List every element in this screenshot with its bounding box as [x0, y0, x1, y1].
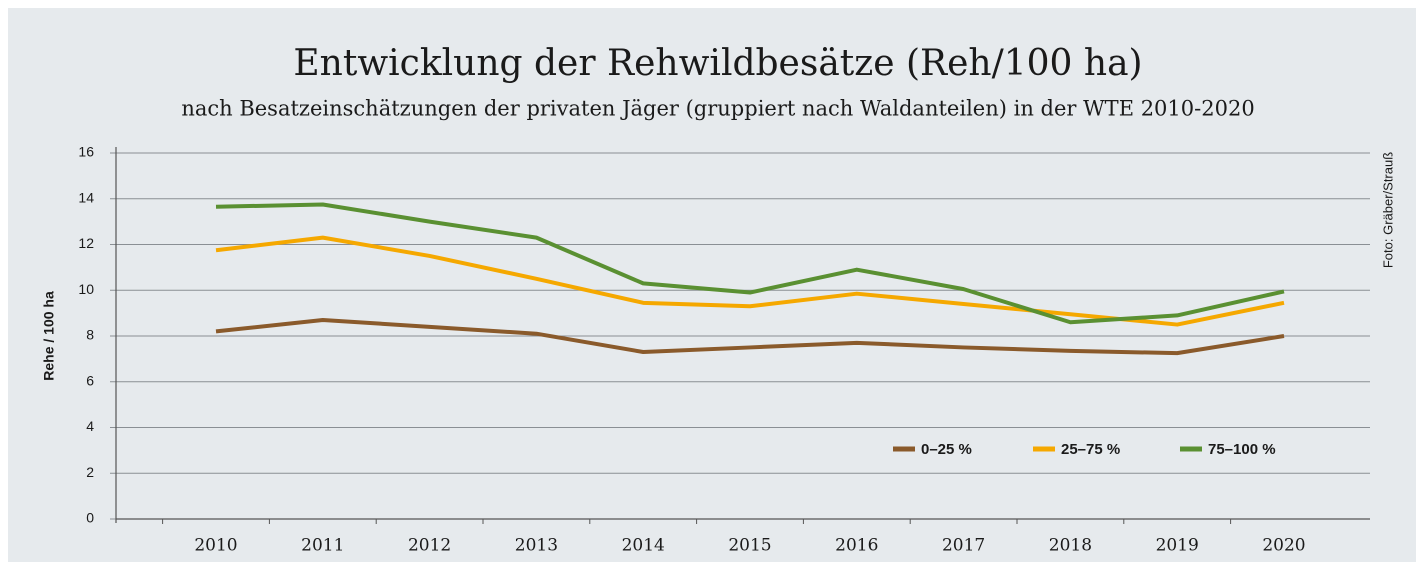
legend-label: 25–75 %: [1061, 441, 1120, 458]
x-tick-label: 2020: [1262, 536, 1305, 556]
x-tick-label: 2015: [728, 536, 771, 556]
legend-label: 0–25 %: [921, 441, 972, 458]
line-series: [215, 317, 1285, 356]
y-tick-label: 6: [86, 372, 94, 388]
chart-subtitle: nach Besatzeinschätzungen der privaten J…: [181, 97, 1254, 121]
chart-title: Entwicklung der Rehwildbesätze (Reh/100 …: [293, 43, 1142, 84]
x-tick-label: 2017: [942, 536, 985, 556]
y-tick-label: 16: [78, 144, 94, 160]
legend-label: 75–100 %: [1208, 441, 1276, 458]
x-tick-label: 2011: [301, 536, 344, 556]
credit: Foto: Gräber/Strauß: [1380, 152, 1395, 268]
y-tick-label: 12: [78, 235, 94, 251]
x-tick-label: 2014: [622, 536, 665, 556]
x-tick-label: 2012: [408, 536, 451, 556]
y-tick-label: 14: [78, 189, 94, 205]
y-tick-label: 8: [86, 327, 94, 343]
y-tick-label: 10: [78, 281, 94, 297]
y-axis-label: Rehe / 100 ha: [41, 291, 57, 381]
y-tick-label: 0: [86, 510, 94, 526]
line-series: [215, 202, 1285, 325]
x-tick-label: 2010: [194, 536, 237, 556]
x-tick-label: 2016: [835, 536, 878, 556]
chart-background: [8, 8, 1416, 562]
x-tick-label: 2019: [1156, 536, 1199, 556]
line-series: [215, 235, 1285, 327]
x-tick-label: 2013: [515, 536, 558, 556]
y-tick-label: 4: [86, 418, 94, 434]
x-tick-label: 2018: [1049, 536, 1092, 556]
y-tick-label: 2: [86, 464, 94, 480]
